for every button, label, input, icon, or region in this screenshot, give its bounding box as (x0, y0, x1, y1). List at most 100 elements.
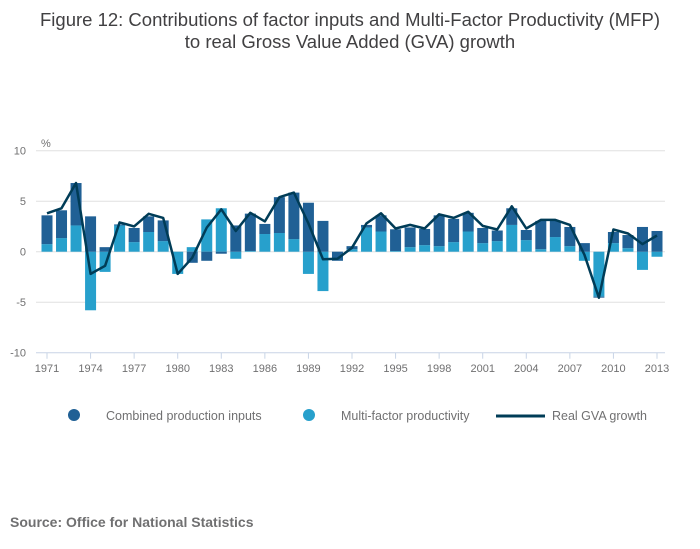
x-tick-label: 1980 (165, 363, 189, 375)
bar-mfp (346, 249, 358, 252)
bar-inputs (477, 227, 489, 244)
bar-mfp (56, 238, 68, 252)
bar-mfp (433, 246, 445, 252)
x-tick-label: 2001 (470, 363, 494, 375)
bar-inputs (99, 247, 111, 252)
x-tick-label: 1998 (427, 363, 451, 375)
bar-mfp (491, 241, 503, 252)
bar-inputs (491, 230, 503, 242)
x-tick-label: 1992 (340, 363, 364, 375)
y-tick-label: 0 (20, 247, 26, 259)
chart-title-line2: to real Gross Value Added (GVA) growth (185, 31, 515, 52)
bar-inputs (607, 232, 619, 244)
bar-inputs (143, 216, 155, 233)
bar-inputs (230, 225, 242, 252)
bar-inputs (302, 202, 314, 252)
bar-inputs (273, 197, 285, 234)
bar-inputs (549, 220, 561, 238)
bar-mfp (244, 250, 256, 252)
bar-inputs (564, 226, 576, 247)
bar-mfp (157, 241, 169, 252)
y-tick-label: 5 (20, 196, 26, 208)
bar-inputs (259, 223, 271, 235)
bar-inputs (317, 220, 329, 252)
bar-mfp (404, 247, 416, 252)
bar-inputs (462, 212, 474, 232)
y-axis-label: % (41, 138, 51, 150)
bar-mfp (520, 240, 532, 252)
x-tick-label: 1977 (122, 363, 146, 375)
bar-inputs (636, 226, 648, 252)
bar-mfp (361, 227, 373, 252)
bar-mfp (564, 246, 576, 252)
bar-mfp (317, 251, 329, 292)
bar-inputs (404, 227, 416, 248)
x-tick-label: 1971 (35, 363, 59, 375)
bar-inputs (56, 210, 68, 239)
bar-mfp (70, 225, 82, 252)
bar-inputs (651, 230, 663, 252)
source-note: Source: Office for National Statistics (10, 514, 254, 530)
bar-mfp (143, 232, 155, 252)
legend-marker-mfp (303, 409, 315, 421)
bar-inputs (448, 218, 460, 243)
bar-inputs (288, 192, 300, 240)
bar-inputs (578, 243, 590, 252)
bar-mfp (593, 251, 605, 297)
x-tick-label: 2010 (601, 363, 625, 375)
bar-inputs (535, 220, 547, 250)
bar-mfp (607, 243, 619, 252)
bar-inputs (85, 216, 97, 252)
x-tick-label: 2007 (558, 363, 582, 375)
bar-inputs (506, 208, 518, 225)
legend-label-gva: Real GVA growth (552, 409, 647, 423)
x-tick-label: 1995 (383, 363, 407, 375)
bar-mfp (201, 219, 213, 252)
bar-inputs (331, 251, 343, 261)
x-tick-label: 2004 (514, 363, 538, 375)
bar-inputs (70, 183, 82, 226)
chart-title: Figure 12: Contributions of factor input… (40, 9, 660, 30)
bar-mfp (462, 231, 474, 252)
bar-mfp (636, 251, 648, 270)
bar-mfp (114, 225, 126, 252)
bar-inputs (157, 220, 169, 242)
bar-mfp (375, 231, 387, 252)
bar-mfp (273, 233, 285, 252)
bar-mfp (41, 244, 53, 252)
bar-mfp (535, 249, 547, 252)
x-tick-label: 1989 (296, 363, 320, 375)
legend-marker-inputs (68, 409, 80, 421)
bar-mfp (259, 234, 271, 252)
bar-mfp (85, 251, 97, 311)
bar-mfp (448, 242, 460, 252)
bar-mfp (302, 251, 314, 274)
bar-mfp (288, 239, 300, 252)
line-gva (46, 181, 658, 299)
y-tick-label: 10 (14, 146, 26, 158)
legend-label-inputs: Combined production inputs (106, 409, 262, 423)
y-tick-label: -5 (16, 297, 26, 309)
bar-inputs (433, 215, 445, 247)
bar-inputs (375, 215, 387, 232)
x-tick-label: 1986 (253, 363, 277, 375)
bar-mfp (99, 251, 111, 272)
bar-mfp (506, 224, 518, 252)
bar-mfp (215, 208, 227, 252)
bar-mfp (419, 245, 431, 252)
bar-mfp (186, 247, 198, 252)
x-tick-label: 1974 (78, 363, 102, 375)
bar-inputs (419, 228, 431, 246)
bar-inputs (390, 229, 402, 251)
bar-inputs (41, 215, 53, 245)
x-tick-label: 2013 (645, 363, 669, 375)
bar-mfp (390, 250, 402, 252)
bar-inputs (128, 227, 140, 243)
bar-mfp (172, 251, 184, 274)
bar-inputs (520, 229, 532, 241)
bar-mfp (622, 248, 634, 252)
x-tick-label: 1983 (209, 363, 233, 375)
bar-inputs (244, 213, 256, 251)
legend-label-mfp: Multi-factor productivity (341, 409, 470, 423)
